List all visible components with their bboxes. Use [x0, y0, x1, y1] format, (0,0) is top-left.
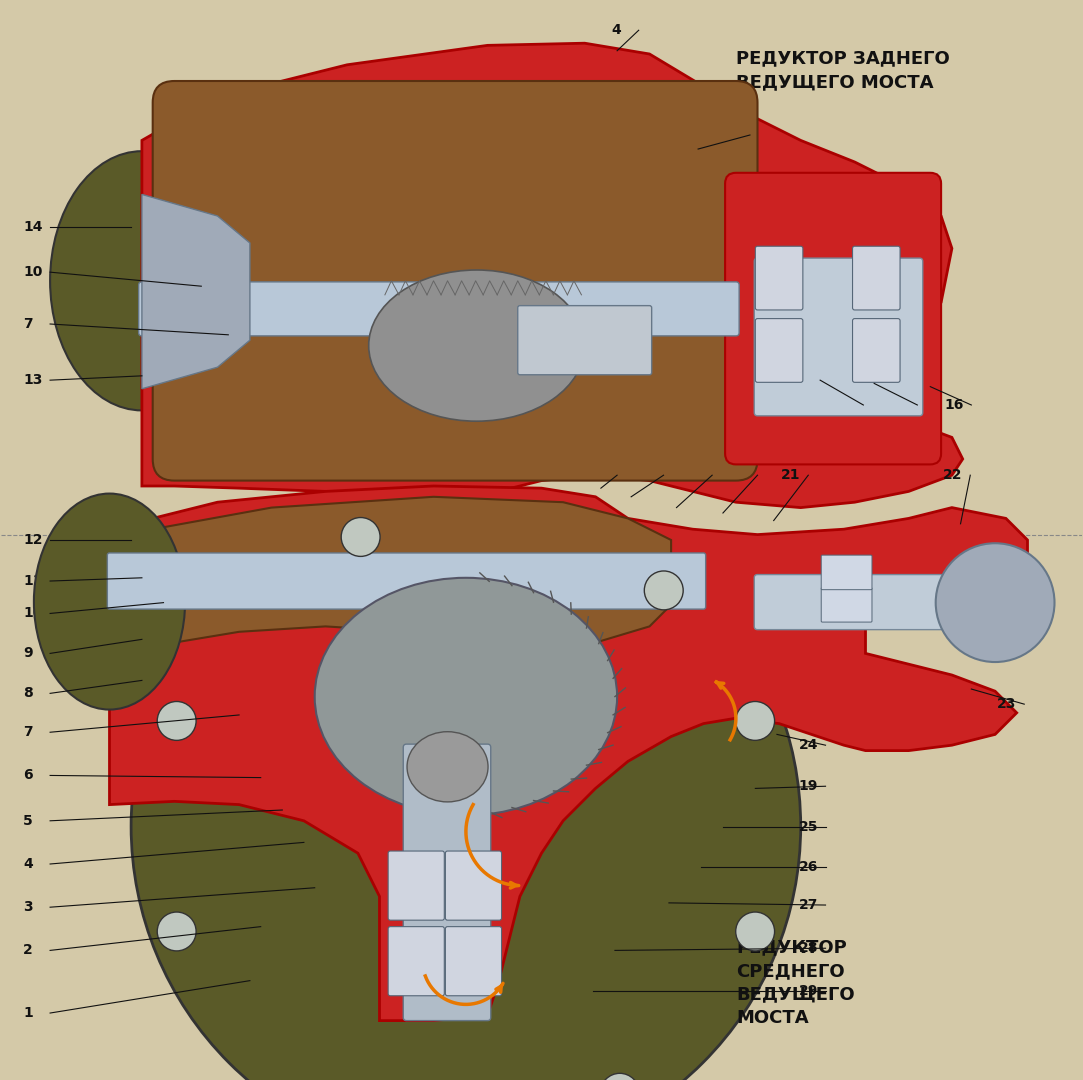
Text: 28: 28 [798, 942, 818, 955]
FancyBboxPatch shape [388, 851, 444, 920]
FancyBboxPatch shape [754, 575, 977, 630]
FancyBboxPatch shape [755, 319, 803, 382]
Text: 13: 13 [23, 374, 42, 387]
Text: 7: 7 [23, 318, 32, 330]
FancyBboxPatch shape [852, 319, 900, 382]
FancyBboxPatch shape [821, 555, 872, 590]
Text: 4: 4 [612, 24, 622, 37]
Text: 4: 4 [731, 469, 741, 482]
Text: 6: 6 [23, 769, 32, 782]
Text: 23: 23 [997, 698, 1017, 711]
Circle shape [341, 517, 380, 556]
Circle shape [600, 1074, 639, 1080]
Text: 16: 16 [944, 399, 964, 411]
Text: 29: 29 [798, 985, 818, 998]
Text: 14: 14 [23, 220, 42, 233]
FancyBboxPatch shape [755, 246, 803, 310]
FancyBboxPatch shape [518, 306, 652, 375]
Text: 1: 1 [23, 1007, 32, 1020]
Text: 24: 24 [798, 739, 818, 752]
FancyBboxPatch shape [726, 173, 941, 464]
Circle shape [157, 912, 196, 950]
FancyBboxPatch shape [403, 744, 491, 1021]
FancyBboxPatch shape [754, 258, 923, 416]
Polygon shape [109, 486, 1028, 1021]
FancyBboxPatch shape [852, 246, 900, 310]
Text: 10: 10 [23, 607, 42, 620]
Text: 25: 25 [798, 821, 818, 834]
Text: РЕДУКТОР ЗАДНЕГО
ВЕДУЩЕГО МОСТА: РЕДУКТОР ЗАДНЕГО ВЕДУЩЕГО МОСТА [736, 50, 950, 91]
FancyBboxPatch shape [139, 282, 739, 336]
FancyBboxPatch shape [445, 927, 501, 996]
Ellipse shape [50, 151, 234, 410]
Text: 22: 22 [943, 469, 963, 482]
Text: 15: 15 [686, 469, 705, 482]
Polygon shape [142, 194, 250, 389]
FancyBboxPatch shape [821, 588, 872, 622]
Text: 27: 27 [798, 899, 818, 912]
Text: 7: 7 [23, 726, 32, 739]
Text: 19: 19 [798, 780, 818, 793]
FancyBboxPatch shape [388, 927, 444, 996]
Text: 3: 3 [23, 901, 32, 914]
Text: 11: 11 [23, 575, 42, 588]
Text: 20: 20 [637, 469, 656, 482]
Text: 21: 21 [781, 469, 800, 482]
Circle shape [644, 571, 683, 610]
Text: 17: 17 [890, 399, 910, 411]
Ellipse shape [368, 270, 585, 421]
Text: 4: 4 [23, 858, 32, 870]
FancyBboxPatch shape [107, 553, 706, 609]
Ellipse shape [315, 578, 617, 815]
Polygon shape [142, 43, 963, 508]
Ellipse shape [407, 732, 488, 801]
Text: 8: 8 [23, 687, 32, 700]
Text: 19: 19 [590, 469, 610, 482]
FancyBboxPatch shape [445, 851, 501, 920]
Text: 5: 5 [23, 814, 32, 827]
Text: РЕДУКТОР
СРЕДНЕГО
ВЕДУЩЕГО
МОСТА: РЕДУКТОР СРЕДНЕГО ВЕДУЩЕГО МОСТА [736, 939, 854, 1027]
Ellipse shape [34, 494, 185, 710]
Circle shape [157, 702, 196, 741]
Text: 12: 12 [23, 534, 42, 546]
Text: 2: 2 [23, 944, 32, 957]
Text: 9: 9 [23, 647, 32, 660]
Circle shape [735, 912, 774, 950]
Text: 10: 10 [23, 266, 42, 279]
Circle shape [735, 702, 774, 741]
Polygon shape [153, 497, 671, 670]
FancyBboxPatch shape [153, 81, 757, 481]
Circle shape [131, 491, 800, 1080]
Text: 15: 15 [723, 129, 743, 141]
Text: 18: 18 [836, 399, 856, 411]
Circle shape [936, 543, 1055, 662]
Text: 26: 26 [798, 861, 818, 874]
